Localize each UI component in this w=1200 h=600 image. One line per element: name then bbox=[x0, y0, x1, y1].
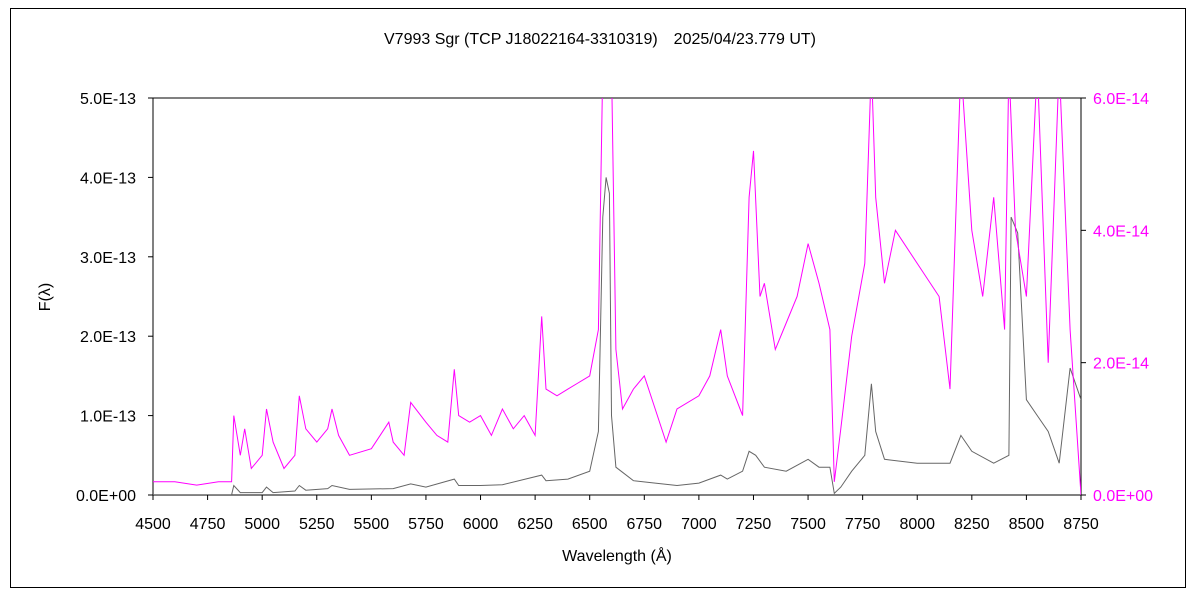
chart-title: V7993 Sgr (TCP J18022164-3310319) 2025/0… bbox=[384, 31, 816, 48]
y-axis-label: F(λ) bbox=[37, 283, 54, 311]
x-tick-label-9: 6750 bbox=[626, 516, 662, 533]
y-left-tick-label-5: 5.0E-13 bbox=[80, 91, 136, 108]
y-left-tick-label-3: 3.0E-13 bbox=[80, 250, 136, 267]
x-tick-label-13: 7750 bbox=[845, 516, 881, 533]
chart-frame bbox=[10, 8, 1186, 588]
y-right-tick-label-0: 0.0E+00 bbox=[1093, 488, 1153, 505]
plot-border bbox=[152, 97, 1082, 496]
x-tick-label-11: 7250 bbox=[736, 516, 772, 533]
x-tick-label-0: 4500 bbox=[135, 516, 171, 533]
x-tick-label-7: 6250 bbox=[517, 516, 553, 533]
x-tick-label-10: 7000 bbox=[681, 516, 717, 533]
y-right-tick-label-3: 6.0E-14 bbox=[1093, 91, 1149, 108]
x-tick-label-12: 7500 bbox=[790, 516, 826, 533]
y-left-tick-label-0: 0.0E+00 bbox=[76, 488, 136, 505]
y-left-tick-label-4: 4.0E-13 bbox=[80, 170, 136, 187]
y-left-tick-label-1: 1.0E-13 bbox=[80, 409, 136, 426]
x-axis-label: Wavelength (Å) bbox=[562, 546, 672, 565]
x-tick-label-8: 6500 bbox=[572, 516, 608, 533]
x-tick-label-14: 8000 bbox=[899, 516, 935, 533]
x-tick-label-17: 8750 bbox=[1063, 516, 1099, 533]
x-tick-label-6: 6000 bbox=[463, 516, 499, 533]
series-right-axis-line bbox=[153, 98, 1081, 495]
x-tick-label-16: 8500 bbox=[1009, 516, 1045, 533]
x-tick-label-1: 4750 bbox=[190, 516, 226, 533]
x-tick-label-3: 5250 bbox=[299, 516, 335, 533]
x-tick-label-15: 8250 bbox=[954, 516, 990, 533]
y-left-tick-label-2: 2.0E-13 bbox=[80, 329, 136, 346]
x-tick-label-5: 5750 bbox=[408, 516, 444, 533]
plot-area: 4500 4750 5000 5250 5500 5750 6000 6250 6500 6750… bbox=[76, 91, 1153, 533]
series-left-axis-line bbox=[153, 177, 1081, 495]
x-tick-label-4: 5500 bbox=[354, 516, 390, 533]
y-right-tick-label-1: 2.0E-14 bbox=[1093, 356, 1149, 373]
x-tick-label-2: 5000 bbox=[244, 516, 280, 533]
y-right-tick-label-2: 4.0E-14 bbox=[1093, 223, 1149, 240]
